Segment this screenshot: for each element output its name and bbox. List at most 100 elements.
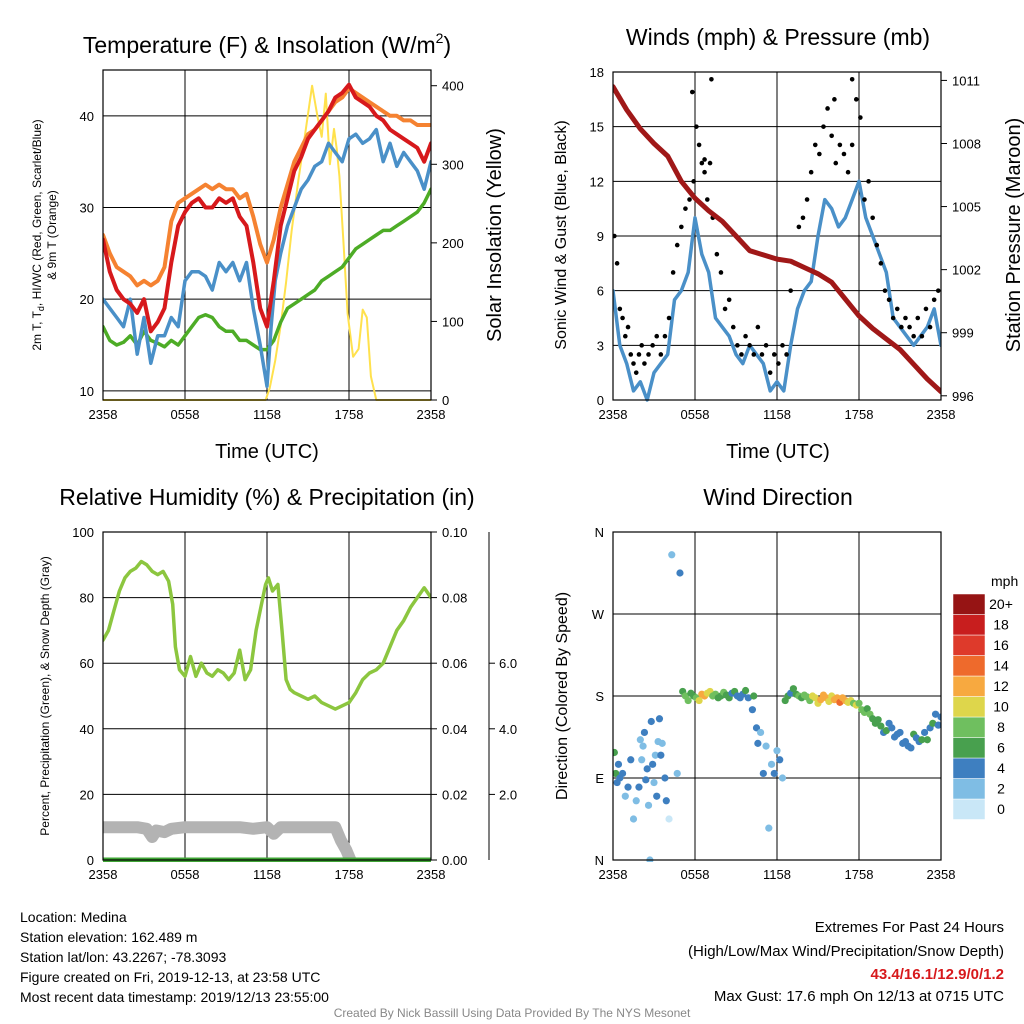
gust-point	[691, 179, 696, 184]
y3-tick-label: 4.0	[499, 722, 517, 737]
direction-point	[627, 756, 635, 764]
y2-tick-label: 0.00	[442, 853, 467, 868]
gust-point	[837, 142, 843, 148]
colorbar-label: 16	[993, 637, 1009, 653]
gust-point	[767, 370, 773, 375]
direction-point	[658, 739, 666, 747]
wind-direction-panel: Wind Direction 2358 0558 1158 1758 2358NESWN…	[554, 484, 1018, 882]
x-tick-label: 2358	[89, 407, 118, 422]
gust-point	[702, 157, 707, 162]
y-tick-label: 10	[80, 384, 94, 399]
wind-line	[613, 179, 941, 402]
direction-point	[759, 769, 767, 778]
figure-created: Figure created on Fri, 2019-12-13, at 23…	[20, 969, 321, 985]
gust-point	[890, 315, 896, 321]
plot-frame	[612, 71, 942, 401]
gust-point	[903, 315, 908, 321]
gust-point	[899, 324, 904, 330]
gust-point	[853, 97, 859, 102]
direction-point	[789, 685, 798, 693]
y-tick-label: 80	[80, 591, 94, 606]
gust-point	[694, 124, 699, 129]
gust-point	[722, 306, 728, 312]
y-tick-label: N	[595, 525, 604, 540]
gust-point	[821, 124, 826, 129]
gust-point	[931, 297, 937, 303]
gust-point	[919, 333, 925, 339]
gust-point	[658, 352, 664, 357]
y2-tick-label: 0.04	[442, 722, 467, 737]
gust-point	[702, 169, 707, 175]
y-tick-label: 60	[80, 656, 94, 671]
y3-tick-label: 6.0	[499, 656, 517, 671]
gust-point	[620, 315, 625, 321]
series-layer	[103, 82, 431, 401]
gust-point	[699, 160, 705, 166]
direction-point	[643, 765, 651, 773]
direction-point	[882, 727, 890, 735]
temperature-y-axis-label: 2m T, Td, HI/WC (Red, Green, Scarlet/Blu…	[30, 119, 46, 350]
y2-tick-label: 0.06	[442, 656, 467, 671]
y-tick-label: 15	[590, 120, 604, 135]
temperature-y-axis-label-line2: & 9m T (Orange)	[45, 190, 59, 280]
y-tick-label: 30	[80, 201, 94, 216]
y-tick-label: N	[595, 853, 604, 868]
direction-point	[896, 728, 904, 737]
direction-point	[695, 696, 703, 705]
extremes-title: Extremes For Past 24 Hours	[814, 919, 1004, 936]
x-tick-label: 2358	[417, 407, 446, 422]
gust-point	[730, 324, 736, 330]
direction-point	[636, 736, 644, 744]
y-tick-label: 9	[597, 229, 604, 244]
direction-point	[661, 774, 669, 782]
direction-point	[923, 736, 931, 744]
wind-y-axis-label: Sonic Wind & Gust (Blue, Black)	[553, 120, 570, 349]
colorbar-swatch	[952, 757, 986, 779]
colorbar-label: 20+	[989, 596, 1013, 612]
gust-point	[689, 89, 695, 95]
direction-point	[776, 756, 784, 764]
y-tick-label: 40	[80, 109, 94, 124]
x-tick-label: 0558	[171, 407, 200, 422]
gust-point	[784, 352, 789, 357]
gust-point	[743, 333, 748, 339]
direction-point	[614, 760, 623, 768]
y2-tick-label: 400	[442, 79, 464, 94]
direction-point	[618, 769, 627, 778]
direction-point	[635, 783, 643, 791]
gust-point	[646, 352, 651, 357]
gust-point	[878, 261, 884, 266]
x-tick-label: 1758	[335, 867, 364, 882]
colorbar-swatch	[952, 634, 986, 656]
x-tick-label: 2358	[89, 867, 118, 882]
y-tick-label: 20	[80, 787, 94, 802]
colorbar-swatch	[952, 614, 986, 636]
y2-tick-label: 200	[442, 236, 464, 251]
gust-point	[849, 76, 855, 82]
temp9m-line	[103, 86, 431, 288]
direction-point	[825, 697, 833, 706]
colorbar-title: mph	[991, 573, 1018, 589]
gust-point	[759, 352, 765, 357]
gust-point	[747, 343, 752, 348]
gust-point	[687, 197, 692, 202]
direction-point	[650, 778, 658, 787]
gust-point	[771, 352, 777, 357]
windchill-line	[103, 127, 431, 389]
plot-frame	[102, 69, 432, 401]
y2-tick-label: 1002	[952, 263, 981, 278]
gust-point	[639, 343, 644, 348]
y2-tick-label: 0	[442, 393, 449, 408]
y-tick-label: W	[592, 607, 605, 622]
y2-tick-label: 1005	[952, 200, 981, 215]
direction-point	[639, 742, 647, 750]
colorbar-label: 4	[997, 760, 1005, 776]
gust-point	[614, 261, 620, 266]
gust-point	[631, 361, 636, 366]
y-tick-label: 3	[597, 338, 604, 353]
direction-point	[646, 856, 654, 862]
station-latlon: Station lat/lon: 43.2267; -78.3093	[20, 949, 227, 965]
x-tick-label: 2358	[927, 407, 956, 422]
gust-point	[623, 333, 628, 339]
